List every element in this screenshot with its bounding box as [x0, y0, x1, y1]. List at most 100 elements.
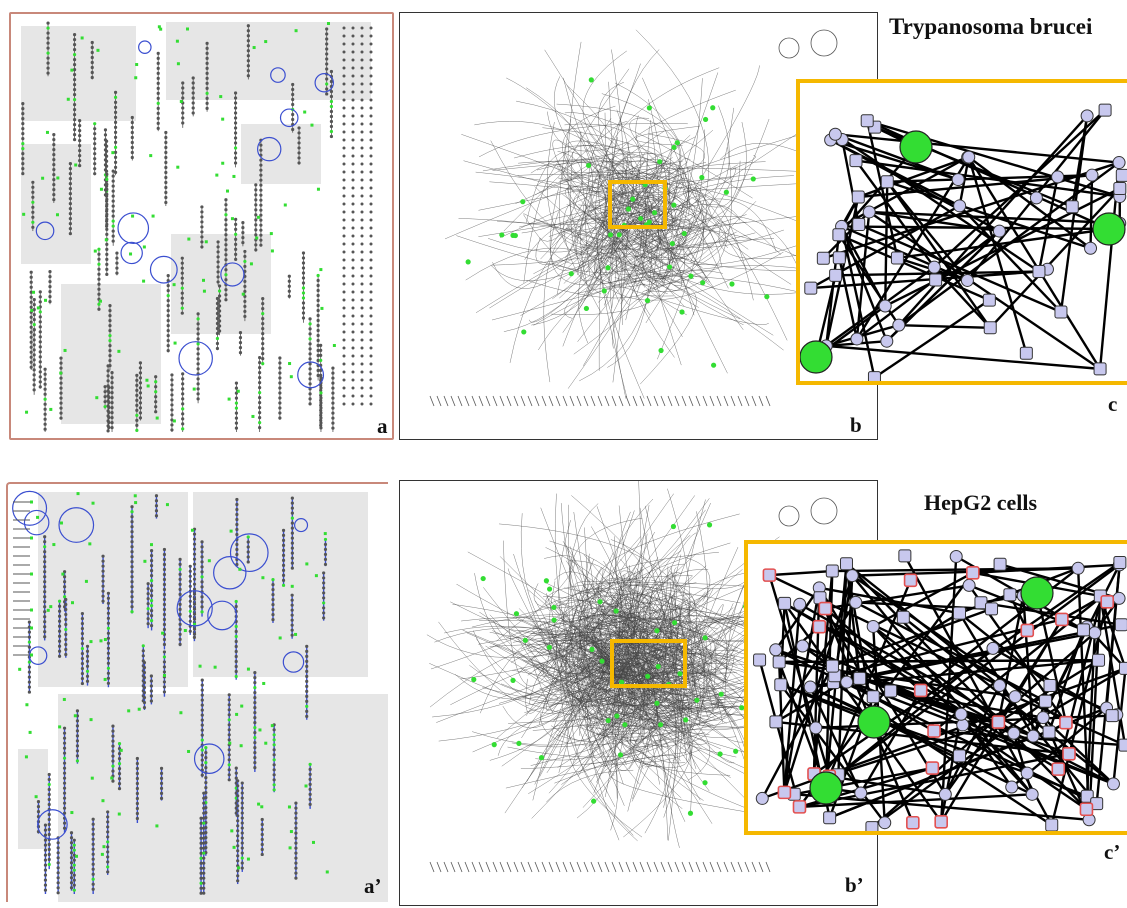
pathway-chain: [97, 247, 101, 311]
pathway-chain: [260, 817, 264, 857]
pathway-cycle: [282, 651, 305, 673]
metabolite-node: [1005, 780, 1019, 794]
pathway-node: [351, 314, 355, 318]
pathway-node: [369, 170, 373, 174]
network-edge: [611, 49, 660, 302]
pathway-chain: [68, 162, 72, 236]
highlight-node: [543, 578, 550, 584]
pathway-node: [351, 26, 355, 30]
network-fragment: [632, 395, 638, 407]
network-fragment: [576, 395, 582, 407]
network-edge: [822, 161, 1120, 260]
network-edge: [886, 181, 992, 329]
network-edge: [639, 604, 706, 768]
pathway-node: [369, 258, 373, 262]
highlight-node: [646, 105, 652, 111]
metabolite-node: [1112, 591, 1126, 605]
highlight-marker: [326, 22, 330, 26]
network-edge: [645, 147, 732, 293]
network-edge: [683, 684, 747, 744]
highlight-marker: [103, 677, 107, 681]
network-edge: [898, 323, 991, 329]
pathway-node: [360, 66, 364, 70]
network-fragment: [520, 861, 526, 873]
pathway-block: [21, 144, 91, 264]
network-edge: [774, 601, 857, 723]
highlight-marker: [46, 608, 50, 612]
network-edge: [873, 299, 991, 379]
network-fragment: [639, 395, 645, 407]
network-edge: [632, 610, 665, 683]
network-edge: [597, 577, 644, 635]
network-fragment: [765, 395, 771, 407]
network-edge: [608, 176, 655, 275]
network-edge: [629, 117, 682, 185]
pathway-node: [351, 90, 355, 94]
network-edge: [543, 621, 568, 707]
pathway-node: [360, 218, 364, 222]
pathway-chain: [180, 256, 184, 315]
metabolite-node: [828, 127, 842, 141]
pathway-node: [369, 74, 373, 78]
network-edge: [632, 571, 711, 727]
network-edge: [610, 539, 663, 622]
network-edge: [562, 68, 630, 182]
network-fragment: [464, 861, 470, 873]
network-fragment: [457, 395, 463, 407]
pathway-chain: [64, 597, 68, 658]
network-edge: [997, 618, 1063, 723]
highlight-node: [681, 230, 687, 237]
highlight-node: [683, 717, 689, 723]
network-edge: [615, 511, 653, 605]
reaction-node: [816, 251, 830, 265]
reaction-node-mismatch: [1059, 715, 1073, 730]
highlight-marker: [303, 110, 307, 114]
network-fragment: [611, 395, 617, 407]
highlight-node: [601, 288, 607, 294]
highlight-marker: [56, 176, 60, 180]
highlight-marker: [24, 755, 28, 759]
reaction-node: [832, 228, 846, 242]
network-edge: [596, 178, 684, 259]
pathway-node: [351, 362, 355, 366]
pathway-node: [342, 186, 346, 190]
pathway-chain: [111, 169, 115, 246]
pathway-chain: [281, 528, 286, 587]
network-edge: [426, 623, 643, 658]
network-edge: [939, 556, 958, 822]
network-fragment: [681, 395, 687, 407]
network-edge: [1037, 176, 1059, 272]
pathway-node: [369, 82, 373, 86]
network-edge: [566, 603, 633, 807]
pathway-chain: [253, 670, 257, 772]
network-fragment: [471, 395, 477, 407]
network-edge: [614, 82, 690, 249]
network-fragment: [527, 861, 533, 873]
highlight-node: [711, 362, 717, 368]
network-edge: [835, 270, 1039, 277]
network-edge: [574, 191, 678, 314]
network-edge: [587, 233, 628, 294]
network-edge: [525, 624, 585, 714]
reaction-node: [982, 293, 996, 307]
network-edge: [597, 551, 719, 616]
pathway-node: [351, 394, 355, 398]
network-edge: [635, 669, 714, 726]
network-edge: [612, 268, 719, 349]
network-edge: [507, 616, 681, 758]
pathway-node: [342, 130, 346, 134]
network-edge: [592, 155, 673, 204]
pathway-node: [342, 282, 346, 286]
pathway-node: [342, 162, 346, 166]
highlight-marker: [316, 187, 320, 191]
pathway-node: [351, 402, 355, 406]
network-edge: [536, 664, 619, 831]
network-fragment: [436, 395, 442, 407]
network-edge: [570, 152, 597, 263]
organism-title-trypanosoma: Trypanosoma brucei: [889, 14, 1093, 39]
pathway-cycle: [220, 262, 245, 287]
network-fragment: [765, 861, 771, 873]
pathway-chain: [233, 91, 238, 168]
network-edge: [595, 153, 636, 397]
network-fragment: [478, 395, 484, 407]
